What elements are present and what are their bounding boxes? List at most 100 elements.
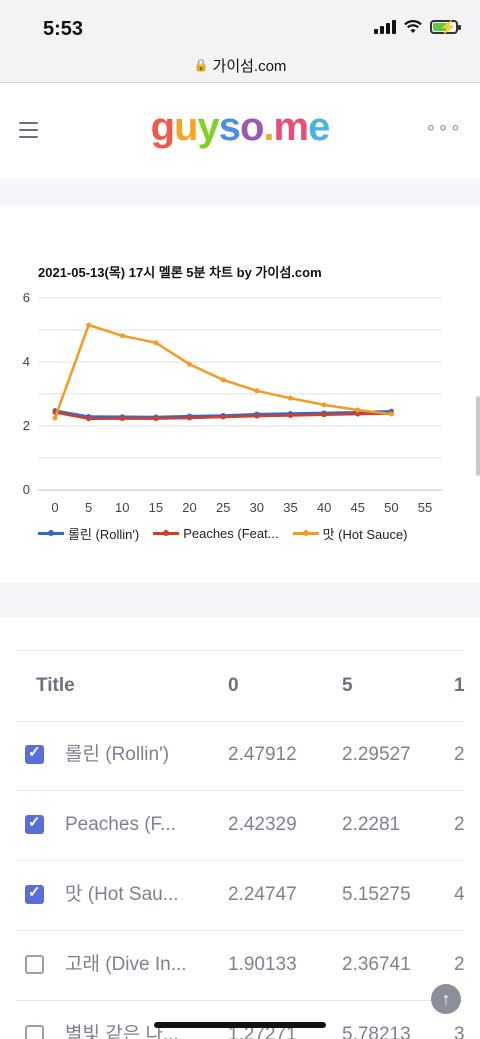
table-row: 별빛 같은 나... 1.27271 5.78213 3 (16, 1000, 464, 1039)
table-row: 맛 (Hot Sau... 2.24747 5.15275 4 (16, 860, 464, 931)
x-tick-label: 45 (350, 500, 364, 515)
url-text: 가이섬.com (212, 57, 287, 75)
data-point (220, 377, 226, 383)
logo-letter: s (218, 105, 241, 149)
section-divider (0, 179, 480, 206)
row-checkbox[interactable] (25, 883, 44, 904)
x-tick-label: 25 (216, 500, 230, 515)
x-tick-label: 35 (283, 500, 297, 515)
row-checkbox[interactable] (25, 1025, 44, 1039)
legend-item[interactable]: Peaches (Feat... (153, 524, 279, 543)
row-value: 2.42329 (228, 814, 297, 835)
data-point (119, 333, 125, 339)
logo-letter: g (150, 105, 175, 149)
row-value: 2.36741 (342, 954, 411, 975)
row-checkbox[interactable] (25, 813, 44, 834)
data-point (86, 416, 92, 422)
legend-label: 맛 (Hot Sauce) (322, 527, 408, 542)
x-tick-label: 30 (250, 500, 264, 515)
status-time: 5:53 (43, 18, 84, 40)
y-tick-label: 0 (23, 482, 30, 497)
chart-legend: 롤린 (Rollin') Peaches (Feat... 맛 (Hot Sauce… (38, 524, 408, 543)
data-point (388, 411, 394, 417)
row-value: 1.27271 (228, 1024, 297, 1039)
wifi-icon (404, 20, 422, 33)
data-point (187, 361, 193, 367)
row-value: 2.2281 (342, 814, 401, 835)
x-tick-label: 50 (384, 500, 398, 515)
x-tick-label: 40 (317, 500, 331, 515)
chart-title: 2021-05-13(목) 17시 멜론 5분 차트 by 가이섬.com (38, 265, 322, 280)
logo-letter: m (273, 105, 310, 149)
y-tick-label: 4 (23, 354, 30, 369)
legend-item[interactable]: 롤린 (Rollin') (38, 524, 139, 543)
y-tick-label: 6 (23, 290, 30, 305)
x-tick-label: 20 (182, 500, 196, 515)
logo-letter: . (263, 105, 274, 149)
logo-letter: u (174, 105, 198, 149)
table-header-row: Title 0 5 1 (16, 650, 464, 722)
data-point (355, 411, 361, 417)
data-point (153, 416, 159, 422)
logo-letter: o (239, 105, 264, 149)
data-point (187, 415, 193, 421)
row-value: 5.15275 (342, 884, 411, 905)
legend-item[interactable]: 맛 (Hot Sauce) (292, 524, 408, 543)
chart-card: 2021-05-13(목) 17시 멜론 5분 차트 by 가이섬.com 0 2… (0, 206, 480, 582)
data-point (321, 402, 327, 408)
row-checkbox[interactable] (25, 955, 44, 974)
row-title: Peaches (F... (65, 814, 176, 835)
x-tick-label: 0 (51, 500, 58, 515)
data-point (287, 395, 293, 401)
legend-swatch (153, 530, 180, 536)
row-title: 고래 (Dive In... (65, 954, 187, 975)
row-title: 별빛 같은 나... (65, 1024, 179, 1039)
scroll-to-top-button[interactable]: ↑ (431, 984, 461, 1014)
data-point (52, 415, 58, 421)
url-bar[interactable]: 🔒 가이섬.com (0, 48, 480, 83)
data-point (254, 388, 260, 394)
logo-letter: y (197, 105, 219, 149)
data-table: Title051롤린 (Rollin')2.479122.295272Peach… (16, 650, 464, 1039)
data-point (119, 416, 125, 422)
row-value: 4 (454, 884, 464, 905)
hamburger-menu-icon[interactable] (19, 122, 38, 143)
column-header: Title (36, 675, 75, 696)
row-checkbox[interactable] (25, 743, 44, 764)
x-tick-label: 5 (85, 500, 92, 515)
data-point (254, 413, 260, 419)
series-line (53, 323, 392, 419)
legend-label: Peaches (Feat... (183, 526, 279, 541)
cellular-signal-icon (374, 20, 396, 34)
row-value: 2.24747 (228, 884, 297, 905)
site-logo[interactable]: guyso.me (0, 105, 480, 150)
scrollbar-thumb[interactable] (476, 396, 480, 476)
more-options-icon[interactable]: ∘∘∘ (425, 117, 462, 137)
row-value: 2.29527 (342, 744, 411, 765)
table-row: Peaches (F... 2.42329 2.2281 2 (16, 790, 464, 861)
legend-swatch (38, 530, 64, 536)
row-title: 롤린 (Rollin') (65, 744, 170, 765)
logo-letter: e (308, 105, 330, 149)
legend-label: 롤린 (Rollin') (68, 527, 140, 542)
data-point (220, 414, 226, 420)
data-point (321, 412, 327, 418)
line-chart: 0 2 4 6 0 5 10 15 20 25 30 35 40 45 50 55 (23, 290, 442, 515)
site-header: guyso.me ∘∘∘ (0, 83, 480, 179)
data-point (86, 322, 92, 328)
section-divider (0, 582, 480, 618)
data-point (287, 412, 293, 418)
battery-icon: ⚡ (430, 19, 461, 35)
row-value: 2.47912 (228, 744, 297, 765)
lock-icon: 🔒 (193, 58, 209, 72)
x-tick-label: 15 (149, 500, 163, 515)
row-value: 2 (454, 954, 464, 975)
data-point (355, 407, 361, 413)
home-indicator (154, 1022, 326, 1028)
column-header: 0 (228, 675, 239, 696)
row-value: 5.78213 (342, 1024, 411, 1039)
row-value: 2 (454, 744, 464, 765)
row-title: 맛 (Hot Sau... (65, 884, 179, 905)
y-tick-label: 2 (23, 418, 30, 433)
table-row: 고래 (Dive In... 1.90133 2.36741 2 (16, 930, 464, 1001)
